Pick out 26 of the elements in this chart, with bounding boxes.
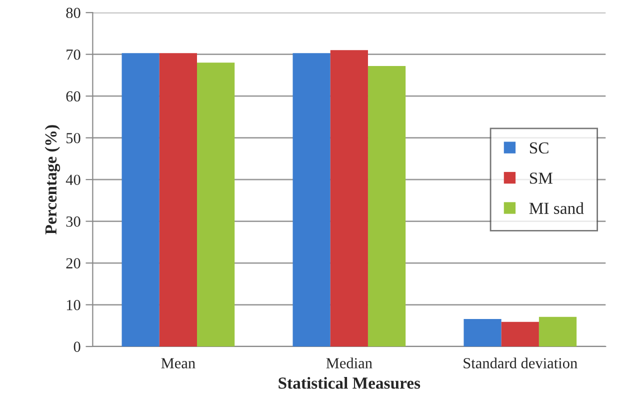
bar <box>464 318 502 346</box>
legend-label: SM <box>530 172 552 184</box>
y-tick-label: 40 <box>66 174 80 185</box>
y-tick-label: 60 <box>66 91 80 102</box>
x-axis-title: Statistical Measures <box>278 377 420 389</box>
y-axis-title: Percentage (%) <box>44 125 60 234</box>
x-tick-label: Standard deviation <box>464 358 578 368</box>
x-tick-label: Mean <box>161 358 196 368</box>
y-tick-label: 10 <box>66 300 80 310</box>
bar <box>197 62 235 346</box>
legend-label: MI sand <box>529 202 584 214</box>
y-tick-label: 20 <box>66 258 80 268</box>
bar <box>292 53 330 346</box>
bar <box>122 53 160 346</box>
y-tick-label: 30 <box>66 216 80 227</box>
y-tick-label: 80 <box>66 8 80 18</box>
y-tick-label: 0 <box>74 342 80 352</box>
y-tick-label: 70 <box>66 49 80 60</box>
bar <box>330 50 368 346</box>
bar <box>159 53 197 346</box>
bar <box>501 322 539 346</box>
y-tick-label: 50 <box>66 132 80 144</box>
x-tick-label: Median <box>326 358 372 368</box>
legend-label: SC <box>530 142 548 154</box>
bar <box>538 316 577 346</box>
bar <box>368 66 406 346</box>
